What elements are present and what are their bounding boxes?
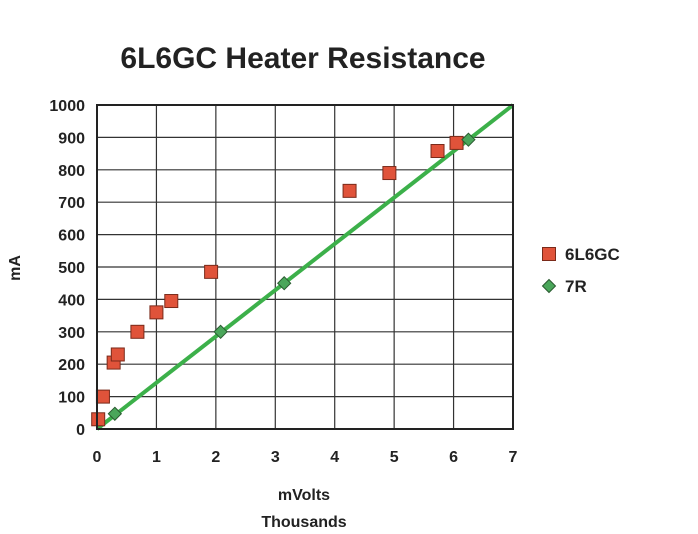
y-tick-labels: 0 100 200 300 400 500 600 700 800 900 1000	[49, 98, 85, 439]
point-6l6gc	[164, 294, 179, 309]
trendline	[95, 103, 515, 431]
point-6l6gc	[430, 144, 445, 159]
legend-label-7r: 7R	[565, 277, 587, 296]
y-tick-label: 700	[58, 195, 85, 212]
legend: 6L6GC 7R	[541, 245, 620, 296]
trendline-layer	[95, 103, 515, 431]
point-6l6gc	[449, 135, 464, 150]
legend-label-6l6gc: 6L6GC	[565, 245, 620, 264]
point-7r	[213, 324, 228, 340]
x-tick-labels: 0 1 2 3 4 5 6 7	[93, 449, 518, 466]
y-axis-label: mA	[7, 255, 24, 281]
y-tick-label: 200	[58, 357, 85, 374]
y-tick-label: 600	[58, 228, 85, 245]
y-tick-label: 900	[58, 130, 85, 147]
point-6l6gc	[149, 305, 164, 320]
x-tick-label: 1	[152, 449, 161, 466]
point-6l6gc	[382, 166, 397, 181]
legend-marker-7r	[541, 278, 557, 294]
chart-title: 6L6GC Heater Resistance	[120, 42, 485, 75]
x-tick-label: 3	[271, 449, 280, 466]
y-tick-label: 0	[76, 422, 85, 439]
point-6l6gc	[91, 412, 106, 427]
x-tick-label: 6	[449, 449, 458, 466]
y-tick-label: 100	[58, 390, 85, 407]
y-tick-label: 800	[58, 163, 85, 180]
point-6l6gc	[204, 264, 219, 279]
x-tick-label: 7	[509, 449, 518, 466]
point-7r	[107, 406, 123, 421]
point-6l6gc	[130, 324, 145, 339]
y-tick-label: 300	[58, 325, 85, 342]
y-tick-label: 400	[58, 292, 85, 309]
plot-frame	[96, 104, 514, 430]
point-6l6gc	[342, 183, 357, 198]
x-tick-label: 5	[390, 449, 399, 466]
y-tick-label: 500	[58, 260, 85, 277]
x-tick-label: 2	[211, 449, 220, 466]
point-6l6gc	[110, 347, 125, 362]
point-7r	[276, 275, 292, 291]
x-axis-label: mVolts	[278, 487, 330, 504]
y-tick-label: 1000	[49, 98, 85, 115]
legend-marker-6l6gc	[542, 247, 556, 261]
data-points	[91, 132, 476, 427]
x-tick-label: 4	[330, 449, 339, 466]
x-axis-unit-label: Thousands	[261, 514, 346, 531]
x-tick-label: 0	[93, 449, 102, 466]
point-6l6gc	[95, 389, 110, 404]
point-7r	[461, 132, 476, 147]
